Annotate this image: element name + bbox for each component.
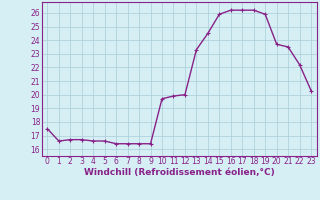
- X-axis label: Windchill (Refroidissement éolien,°C): Windchill (Refroidissement éolien,°C): [84, 168, 275, 177]
